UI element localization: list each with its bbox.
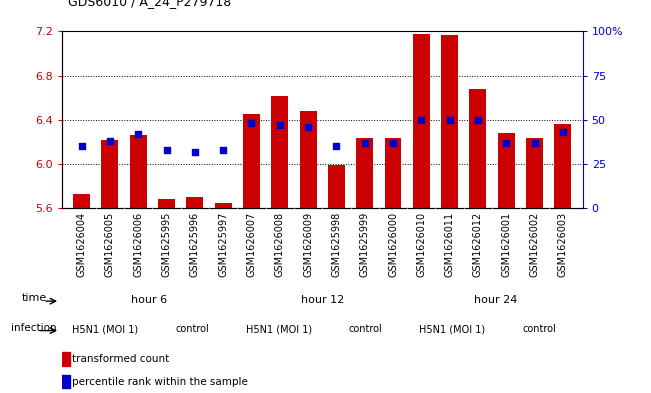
Bar [413, 34, 430, 208]
Point [76, 143, 87, 149]
Bar [328, 165, 345, 208]
Text: percentile rank within the sample: percentile rank within the sample [72, 376, 248, 387]
Text: GSM1625997: GSM1625997 [218, 212, 229, 277]
Bar [469, 89, 486, 208]
Point [189, 149, 200, 155]
Bar [62, 375, 70, 388]
Text: infection: infection [11, 323, 57, 332]
Text: GSM1626008: GSM1626008 [275, 212, 284, 277]
Point [161, 147, 172, 153]
Text: control: control [175, 324, 209, 334]
Point [359, 140, 370, 146]
Text: GSM1626002: GSM1626002 [529, 212, 540, 277]
Text: hour 24: hour 24 [474, 295, 518, 305]
Point [529, 140, 540, 146]
Bar [62, 353, 70, 365]
Bar [243, 114, 260, 208]
Text: GSM1626004: GSM1626004 [77, 212, 87, 277]
Text: GSM1625995: GSM1625995 [161, 212, 172, 277]
Text: hour 12: hour 12 [301, 295, 344, 305]
Text: H5N1 (MOI 1): H5N1 (MOI 1) [419, 324, 486, 334]
Text: GSM1625999: GSM1625999 [360, 212, 370, 277]
Bar [73, 194, 90, 208]
Text: control: control [522, 324, 556, 334]
Bar [498, 133, 515, 208]
Text: GSM1626007: GSM1626007 [247, 212, 256, 277]
Point [218, 147, 229, 153]
Point [105, 138, 115, 144]
Point [303, 124, 313, 130]
Bar [215, 203, 232, 208]
Text: GSM1626010: GSM1626010 [416, 212, 426, 277]
Bar [102, 140, 118, 208]
Point [445, 117, 455, 123]
Text: GSM1626011: GSM1626011 [445, 212, 454, 277]
Text: GDS6010 / A_24_P279718: GDS6010 / A_24_P279718 [68, 0, 232, 8]
Text: hour 6: hour 6 [131, 295, 167, 305]
Bar [158, 200, 175, 208]
Text: GSM1626003: GSM1626003 [558, 212, 568, 277]
Bar [130, 135, 146, 208]
Bar [356, 138, 373, 208]
Point [473, 117, 483, 123]
Text: GSM1625998: GSM1625998 [331, 212, 341, 277]
Point [275, 122, 285, 128]
Text: GSM1626000: GSM1626000 [388, 212, 398, 277]
Text: time: time [21, 293, 47, 303]
Text: H5N1 (MOI 1): H5N1 (MOI 1) [246, 324, 312, 334]
Point [388, 140, 398, 146]
Bar [526, 138, 543, 208]
Bar [441, 35, 458, 208]
Text: GSM1625996: GSM1625996 [190, 212, 200, 277]
Bar [385, 138, 402, 208]
Text: GSM1626006: GSM1626006 [133, 212, 143, 277]
Text: H5N1 (MOI 1): H5N1 (MOI 1) [72, 324, 138, 334]
Bar [186, 197, 203, 208]
Point [246, 120, 256, 127]
Text: control: control [349, 324, 383, 334]
Point [558, 129, 568, 135]
Bar [271, 95, 288, 208]
Text: GSM1626012: GSM1626012 [473, 212, 483, 277]
Text: transformed count: transformed count [72, 354, 169, 364]
Text: GSM1626009: GSM1626009 [303, 212, 313, 277]
Text: GSM1626001: GSM1626001 [501, 212, 511, 277]
Bar [555, 124, 572, 208]
Point [416, 117, 426, 123]
Point [133, 131, 143, 137]
Bar [299, 111, 316, 208]
Point [501, 140, 512, 146]
Point [331, 143, 342, 149]
Text: GSM1626005: GSM1626005 [105, 212, 115, 277]
